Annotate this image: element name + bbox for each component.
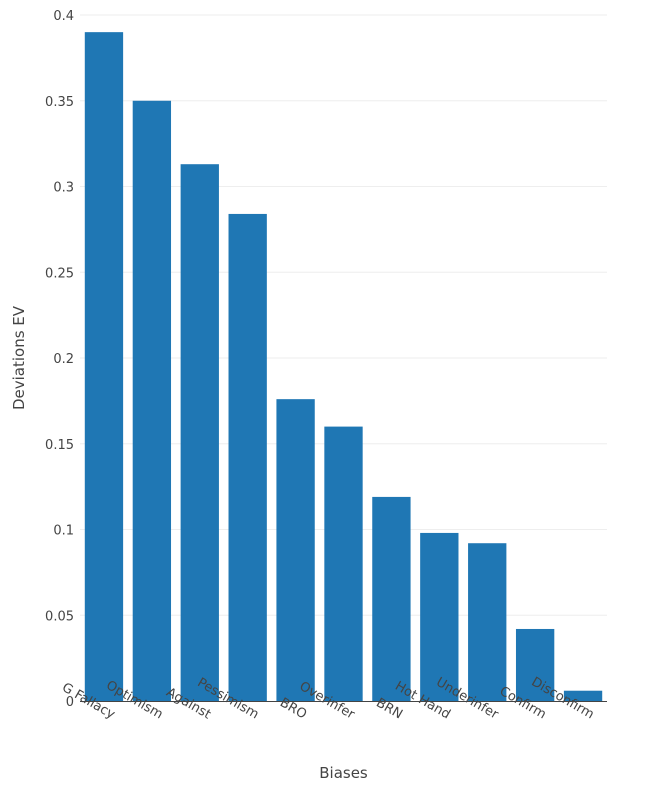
y-tick-label: 0.05 (45, 609, 74, 624)
bars (84, 32, 603, 701)
y-tick-labels: 0 0.05 0.1 0.15 0.2 0.25 0.3 0.35 0.4 (45, 9, 74, 710)
bar-g-fallacy[interactable] (84, 32, 124, 701)
bar-disconfirm[interactable] (563, 690, 603, 701)
bar-underinfer[interactable] (468, 543, 507, 701)
x-axis-title: Biases (319, 764, 368, 782)
bar-bro[interactable] (276, 399, 315, 701)
y-tick-label: 0.35 (45, 95, 74, 110)
y-tick-label: 0 (66, 695, 74, 710)
y-tick-label: 0.1 (53, 524, 74, 539)
y-tick-label: 0.2 (53, 352, 74, 367)
bar-optimism[interactable] (132, 100, 172, 701)
bar-pessimism[interactable] (228, 213, 267, 701)
bar-overinfer[interactable] (324, 426, 363, 701)
y-tick-label: 0.15 (45, 438, 74, 453)
y-axis-title: Deviations EV (10, 305, 28, 410)
bar-brn[interactable] (372, 496, 411, 701)
bar-confirm[interactable] (515, 628, 555, 701)
bar-hot-hand[interactable] (420, 532, 459, 701)
y-tick-label: 0.4 (53, 9, 74, 24)
y-tick-label: 0.3 (53, 181, 74, 196)
bar-against[interactable] (180, 164, 219, 701)
y-tick-label: 0.25 (45, 266, 74, 281)
